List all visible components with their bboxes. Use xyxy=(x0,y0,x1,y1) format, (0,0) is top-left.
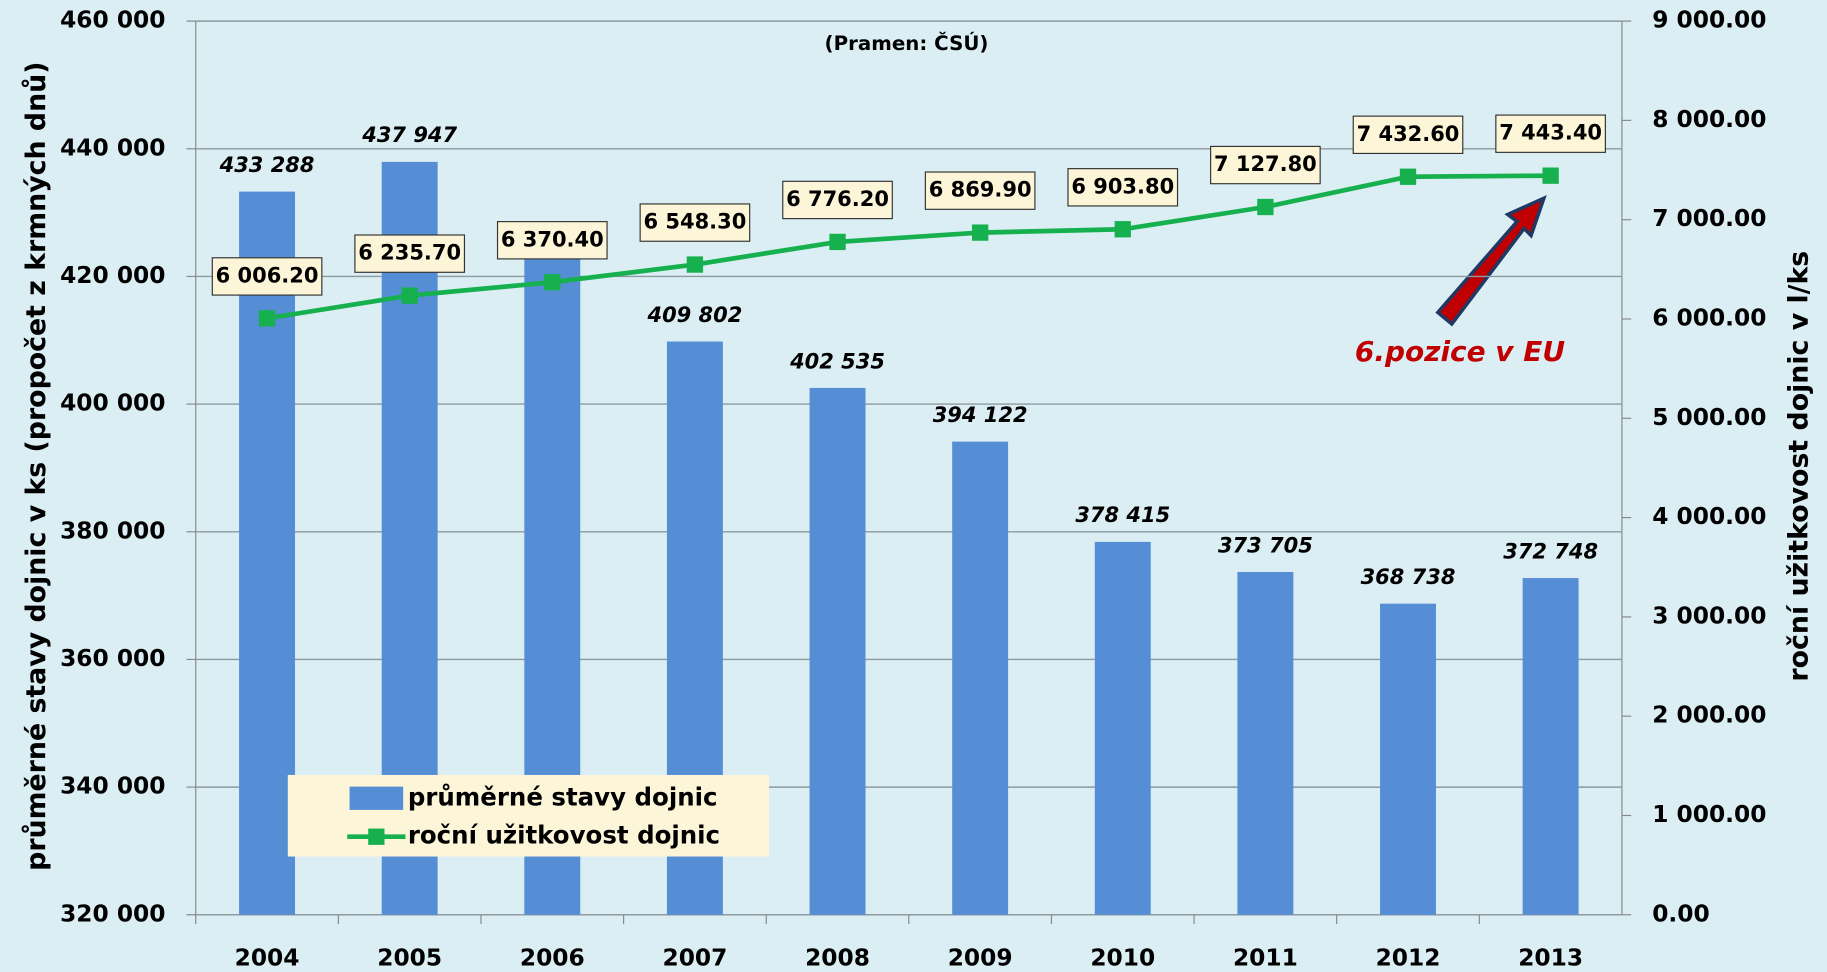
y-tick-label: 380 000 xyxy=(60,517,165,544)
line xyxy=(266,173,1551,321)
value-label-box xyxy=(1210,145,1321,185)
x-tick-label: 2008 xyxy=(805,945,870,972)
arrow xyxy=(1435,194,1547,327)
y-tick-label: 360 000 xyxy=(60,645,165,672)
marker xyxy=(1399,168,1417,185)
annotation: 6.pozice v EU xyxy=(1355,335,1565,368)
y-tick-label: 420 000 xyxy=(60,262,165,289)
y-tick-label: 440 000 xyxy=(60,134,165,161)
y-axis-title: průměrné stavy dojnic v ks (propočet z k… xyxy=(21,62,52,871)
bar xyxy=(239,191,296,915)
y2-tick-label: 1 000.00 xyxy=(1652,801,1766,828)
x-tick-label: 2013 xyxy=(1518,945,1583,972)
x-tick-label: 2010 xyxy=(1090,945,1155,972)
bar xyxy=(1522,578,1579,915)
x-tick-label: 2012 xyxy=(1376,945,1441,972)
bar-value-label: 409 802 xyxy=(646,303,742,327)
bar-value-label: 402 535 xyxy=(789,349,885,373)
line-value-label: 6 548.30 xyxy=(644,210,747,234)
line-value-label: 6 006.20 xyxy=(216,263,319,287)
marker xyxy=(971,224,989,241)
line-value-label: 6 370.40 xyxy=(501,227,604,251)
bar-value-label: 368 738 xyxy=(1361,565,1456,589)
x-tick-label: 2006 xyxy=(520,945,585,972)
marker xyxy=(1114,221,1131,238)
marker xyxy=(544,274,561,291)
value-label-box xyxy=(496,221,608,260)
y-tick-label: 460 000 xyxy=(60,7,165,34)
y2-tick-label: 7 000.00 xyxy=(1652,205,1766,232)
marker xyxy=(829,233,846,251)
value-label-box xyxy=(354,234,466,273)
line-value-label: 6 235.70 xyxy=(358,241,461,265)
y-tick-label: 400 000 xyxy=(60,390,165,417)
marker xyxy=(686,256,704,273)
bar-value-label: 372 748 xyxy=(1503,539,1598,563)
x-tick-label: 2004 xyxy=(235,945,300,972)
value-label-box xyxy=(639,203,751,242)
bar xyxy=(809,387,866,915)
line-value-label: 6 776.20 xyxy=(786,187,889,211)
marker xyxy=(258,310,276,327)
y2-tick-label: 3 000.00 xyxy=(1652,602,1766,629)
x-tick-label: 2009 xyxy=(948,945,1013,972)
value-label-box xyxy=(924,171,1036,210)
bar-value-label: 437 947 xyxy=(361,123,457,147)
value-label-box xyxy=(211,257,323,296)
line-value-label: 7 127.80 xyxy=(1214,152,1317,176)
legend-swatch xyxy=(368,828,385,845)
x-tick-label: 2011 xyxy=(1233,945,1298,972)
value-label-box xyxy=(1067,168,1179,207)
y-tick-label: 320 000 xyxy=(60,900,165,927)
marker xyxy=(1257,198,1274,216)
legend-swatch xyxy=(349,786,404,810)
value-label-box xyxy=(1495,114,1606,153)
y2-tick-label: 8 000.00 xyxy=(1652,106,1766,133)
bar-value-label: 394 122 xyxy=(933,403,1028,427)
bar-value-label: 433 288 xyxy=(219,153,315,177)
marker xyxy=(1542,167,1559,184)
value-label-box xyxy=(782,180,893,220)
y2-tick-label: 5 000.00 xyxy=(1652,404,1766,431)
y-tick-label: 340 000 xyxy=(60,773,165,800)
value-label-box xyxy=(1352,115,1464,155)
y2-axis-title: roční užitkovost dojnic v l/ks xyxy=(1784,251,1815,682)
line-value-label: 6 903.80 xyxy=(1071,174,1174,198)
bar xyxy=(1094,541,1151,915)
bar xyxy=(952,441,1009,915)
line-value-label: 7 443.40 xyxy=(1499,121,1602,145)
x-tick-label: 2005 xyxy=(377,945,442,972)
subtitle: (Pramen: ČSÚ) xyxy=(825,31,989,55)
legend-label: roční užitkovost dojnic xyxy=(408,821,720,850)
line-value-label: 7 432.60 xyxy=(1357,122,1460,146)
line-value-label: 6 869.90 xyxy=(929,178,1032,202)
bar-value-label: 378 415 xyxy=(1075,503,1170,527)
bar xyxy=(1237,571,1294,915)
bar xyxy=(1380,603,1436,915)
y2-tick-label: 4 000.00 xyxy=(1652,503,1766,530)
y2-tick-label: 9 000.00 xyxy=(1652,7,1766,34)
y2-tick-label: 2 000.00 xyxy=(1652,702,1766,729)
y2-tick-label: 6 000.00 xyxy=(1652,304,1766,331)
x-tick-label: 2007 xyxy=(662,945,727,972)
bar-value-label: 373 705 xyxy=(1218,533,1313,557)
legend-label: průměrné stavy dojnic xyxy=(408,782,718,811)
y2-tick-label: 0.00 xyxy=(1652,900,1709,927)
marker xyxy=(401,287,418,304)
